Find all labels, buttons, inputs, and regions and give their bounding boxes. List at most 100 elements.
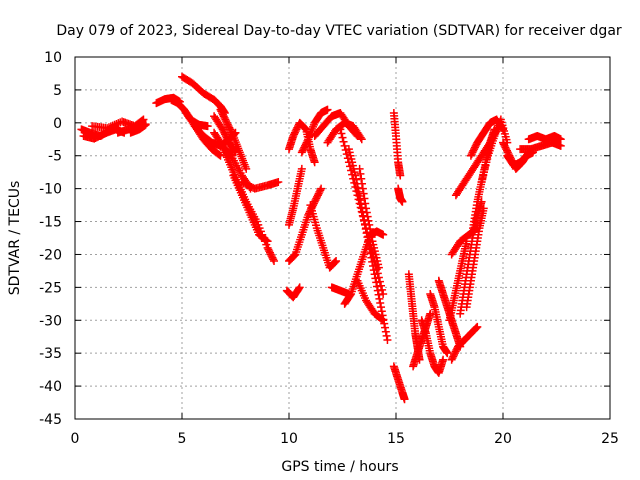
data-point-marker <box>360 194 369 203</box>
data-point-marker <box>362 204 371 213</box>
data-point-marker <box>439 355 448 364</box>
series-arc-f1 <box>389 108 405 180</box>
data-point-marker <box>114 119 123 128</box>
data-point-marker <box>352 187 361 196</box>
series-arc-a5 <box>126 120 150 137</box>
data-point-marker <box>377 307 386 316</box>
data-point-marker <box>323 105 332 114</box>
series-arc-d1 <box>282 283 304 302</box>
data-point-marker <box>359 189 368 198</box>
data-point-marker <box>303 136 312 145</box>
data-point-marker <box>242 164 251 173</box>
data-point-marker <box>381 327 390 336</box>
data-point-marker <box>358 179 367 188</box>
data-point-marker <box>356 169 365 178</box>
data-point-marker <box>366 229 375 238</box>
data-point-marker <box>473 322 482 331</box>
data-point-marker <box>374 273 383 282</box>
data-point-marker <box>381 323 390 332</box>
data-point-marker <box>317 184 326 193</box>
data-point-marker <box>377 281 386 290</box>
data-point-marker <box>364 216 373 225</box>
data-point-marker <box>349 174 358 183</box>
series-arc-e5 <box>355 164 383 272</box>
data-point-marker <box>396 171 405 180</box>
data-point-marker <box>141 120 150 129</box>
x-tick-label: 25 <box>601 431 619 447</box>
data-point-marker <box>373 269 382 278</box>
data-point-marker <box>228 130 237 139</box>
data-point-marker <box>230 147 239 156</box>
data-point-marker <box>231 148 240 157</box>
data-point-marker <box>366 224 375 233</box>
grid-layer <box>75 57 610 419</box>
data-point-marker <box>556 135 565 144</box>
data-point-marker <box>357 174 366 183</box>
series-arc-d3 <box>285 164 306 229</box>
data-point-marker <box>355 164 364 173</box>
data-point-marker <box>269 255 278 264</box>
x-tick-label: 5 <box>178 431 187 447</box>
data-points-layer <box>77 72 565 404</box>
x-tick-label: 10 <box>280 431 298 447</box>
data-point-marker <box>342 150 351 159</box>
data-point-marker <box>297 164 306 173</box>
data-point-marker <box>103 124 112 133</box>
x-axis-label: GPS time / hours <box>281 459 398 475</box>
series-arc-d6 <box>306 201 341 272</box>
data-point-marker <box>357 135 366 144</box>
data-point-marker <box>358 184 367 193</box>
data-point-marker <box>104 123 113 132</box>
x-tick-label: 15 <box>387 431 405 447</box>
data-point-marker <box>378 315 387 324</box>
data-point-marker <box>353 191 362 200</box>
data-point-marker <box>331 257 340 266</box>
series-arc-g3 <box>417 316 448 377</box>
data-point-marker <box>274 178 283 187</box>
data-point-marker <box>354 195 363 204</box>
data-point-marker <box>270 257 279 266</box>
y-tick-label: -5 <box>48 149 62 165</box>
series-arc-d5 <box>297 105 332 157</box>
data-point-marker <box>245 182 254 191</box>
series-arc-a3 <box>88 115 148 133</box>
y-axis-label: SDTVAR / TECUs <box>7 181 23 296</box>
data-point-marker <box>345 162 354 171</box>
data-point-marker <box>379 230 388 239</box>
data-point-marker <box>367 233 376 242</box>
data-point-marker <box>498 124 507 133</box>
data-point-marker <box>330 258 339 267</box>
data-point-marker <box>373 282 382 291</box>
series-arc-c3 <box>210 112 240 157</box>
series-arc-c5 <box>229 171 272 246</box>
data-point-marker <box>336 125 345 134</box>
y-tick-label: -40 <box>39 379 62 395</box>
data-point-marker <box>343 154 352 163</box>
data-point-marker <box>357 207 366 216</box>
data-point-marker <box>379 316 388 325</box>
y-tick-label: -20 <box>39 247 62 263</box>
y-tick-label: -10 <box>39 182 62 198</box>
data-point-marker <box>472 323 481 332</box>
data-point-marker <box>371 274 380 283</box>
data-point-marker <box>499 125 507 134</box>
data-point-marker <box>344 158 353 167</box>
data-point-marker <box>348 170 357 179</box>
series-arc-i1 <box>466 115 507 160</box>
data-point-marker <box>376 298 385 307</box>
data-point-marker <box>373 286 382 295</box>
data-point-marker <box>374 263 383 272</box>
data-point-marker <box>363 212 372 221</box>
data-point-marker <box>362 208 371 217</box>
data-point-marker <box>347 166 356 175</box>
y-tick-label: -45 <box>39 412 62 428</box>
series-arc-j1 <box>516 138 565 154</box>
data-point-marker <box>375 277 384 286</box>
data-point-marker <box>106 122 115 131</box>
data-point-marker <box>356 133 365 142</box>
y-tick-label: -25 <box>39 280 62 296</box>
data-point-marker <box>356 203 365 212</box>
series-arc-e1 <box>340 227 388 308</box>
y-tick-label: 5 <box>53 83 62 99</box>
